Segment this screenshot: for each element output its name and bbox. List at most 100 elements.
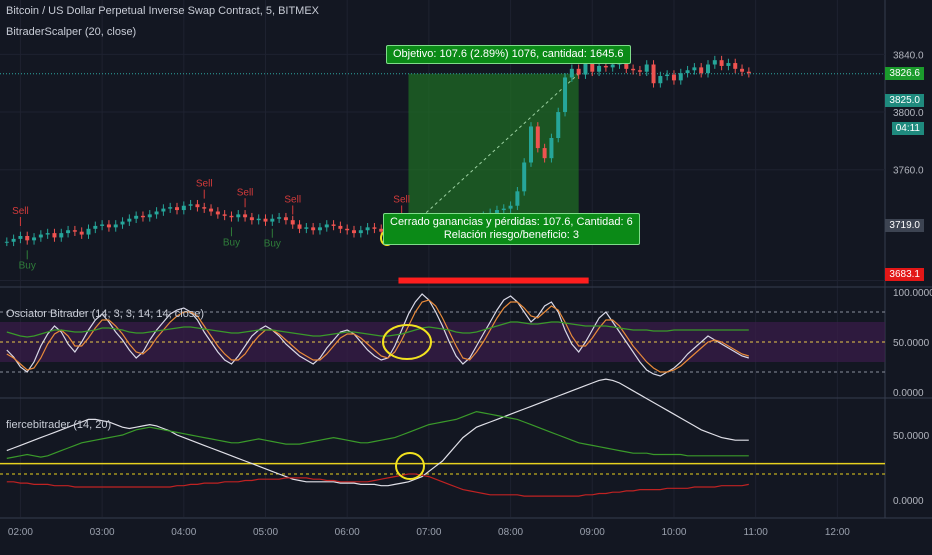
- candle-body: [522, 162, 527, 192]
- countdown-badge: 04:11: [891, 122, 924, 135]
- x-tick-label: 04:00: [171, 527, 196, 538]
- osc-y-tick-label: 50.0000: [893, 338, 930, 349]
- stop-price-badge: 3683.1: [885, 268, 924, 281]
- candle-body: [154, 211, 159, 215]
- candle-body: [338, 225, 343, 229]
- candle-body: [127, 218, 132, 222]
- osc-y-tick-label: 100.0000: [893, 288, 932, 299]
- y-tick-label: 3840.0: [893, 50, 924, 61]
- candle-body: [740, 68, 745, 72]
- sell-signal-label: Sell: [284, 194, 301, 205]
- x-tick-label: 09:00: [580, 527, 605, 538]
- candle-body: [733, 63, 738, 69]
- fierce-title: fiercebitrader (14, 20): [6, 419, 112, 431]
- buy-signal-label: Buy: [223, 237, 240, 248]
- x-tick-label: 10:00: [661, 527, 686, 538]
- candle-body: [290, 220, 295, 225]
- candle-body: [706, 64, 710, 74]
- oscillator-series-line: [6, 293, 749, 377]
- candle-body: [256, 218, 261, 221]
- candle-body: [719, 60, 724, 66]
- candle-body: [283, 217, 288, 221]
- candle-body: [712, 60, 717, 65]
- candle-body: [93, 225, 98, 229]
- candle-body: [563, 77, 568, 113]
- candle-body: [243, 214, 248, 218]
- candle-body: [168, 207, 173, 209]
- candle-body: [297, 224, 302, 229]
- candle-body: [658, 76, 663, 84]
- candle-body: [678, 73, 683, 81]
- candle-body: [38, 234, 43, 238]
- candle-body: [52, 233, 57, 238]
- buy-signal-label: Buy: [19, 260, 36, 271]
- candle-body: [215, 211, 220, 215]
- candle-body: [161, 208, 166, 212]
- candle-body: [583, 61, 588, 75]
- candle-body: [379, 228, 384, 232]
- y-tick-label: 3800.0: [893, 108, 924, 119]
- candle-body: [542, 148, 547, 159]
- x-tick-label: 07:00: [416, 527, 441, 538]
- oscillator-series-line: [6, 321, 749, 338]
- candle-body: [134, 215, 139, 219]
- y-tick-label: 3760.0: [893, 166, 924, 177]
- candle-body: [222, 214, 227, 216]
- x-tick-label: 06:00: [335, 527, 360, 538]
- fierce-y-tick-label: 0.0000: [893, 496, 924, 507]
- candle-body: [25, 236, 30, 241]
- candle-body: [249, 217, 254, 221]
- x-tick-label: 05:00: [253, 527, 278, 538]
- closed-tooltip: Cerrado ganancias y pérdidas: 107.6, Can…: [383, 213, 640, 245]
- target-tooltip: Objetivo: 107.6 (2.89%) 1076, cantidad: …: [386, 45, 631, 64]
- osc-y-tick-label: 0.0000: [893, 388, 924, 399]
- candle-body: [345, 228, 350, 231]
- fierce-series-line: [6, 410, 749, 459]
- indicator-title: BitraderScalper (20, close): [6, 26, 137, 38]
- sell-signal-label: Sell: [196, 179, 213, 190]
- candle-body: [18, 236, 23, 239]
- candle-body: [11, 238, 16, 242]
- candle-body: [352, 230, 356, 234]
- candle-body: [79, 231, 84, 235]
- candle-body: [236, 214, 241, 218]
- candle-body: [372, 227, 377, 229]
- candle-body: [59, 233, 64, 238]
- candle-body: [140, 215, 145, 218]
- candle-body: [631, 68, 636, 71]
- closed-tooltip-line2: Relación riesgo/beneficio: 3: [443, 229, 579, 241]
- candle-body: [726, 63, 731, 66]
- x-tick-label: 12:00: [825, 527, 850, 538]
- fierce-series-line: [6, 378, 749, 487]
- candle-body: [270, 218, 275, 222]
- candle-body: [66, 230, 71, 234]
- oscillator-title: Osciator Bitrader (14, 3, 3, 14, 14, clo…: [6, 308, 205, 320]
- sell-signal-label: Sell: [237, 187, 254, 198]
- sell-signal-label: Sell: [12, 206, 29, 217]
- candle-body: [699, 67, 704, 74]
- x-tick-label: 11:00: [744, 527, 769, 538]
- candle-body: [32, 237, 37, 241]
- candle-body: [665, 74, 670, 77]
- candle-body: [692, 67, 697, 71]
- x-tick-label: 02:00: [8, 527, 33, 538]
- last-price-badge: 3826.6: [885, 67, 924, 80]
- candle-body: [576, 68, 581, 75]
- candle-body: [365, 227, 370, 231]
- candle-body: [549, 138, 554, 159]
- sell-signal-label: Sell: [393, 194, 410, 205]
- candle-body: [120, 221, 125, 225]
- candle-body: [624, 61, 629, 69]
- candle-body: [263, 218, 268, 222]
- osc-highlight-circle: [382, 324, 432, 360]
- candle-body: [317, 227, 322, 231]
- mid-price-badge: 3719.0: [885, 219, 924, 232]
- candle-body: [637, 70, 642, 72]
- candle-body: [671, 74, 676, 81]
- candle-body: [358, 230, 363, 234]
- candle-body: [651, 64, 656, 84]
- candle-body: [685, 70, 690, 74]
- x-tick-label: 03:00: [90, 527, 115, 538]
